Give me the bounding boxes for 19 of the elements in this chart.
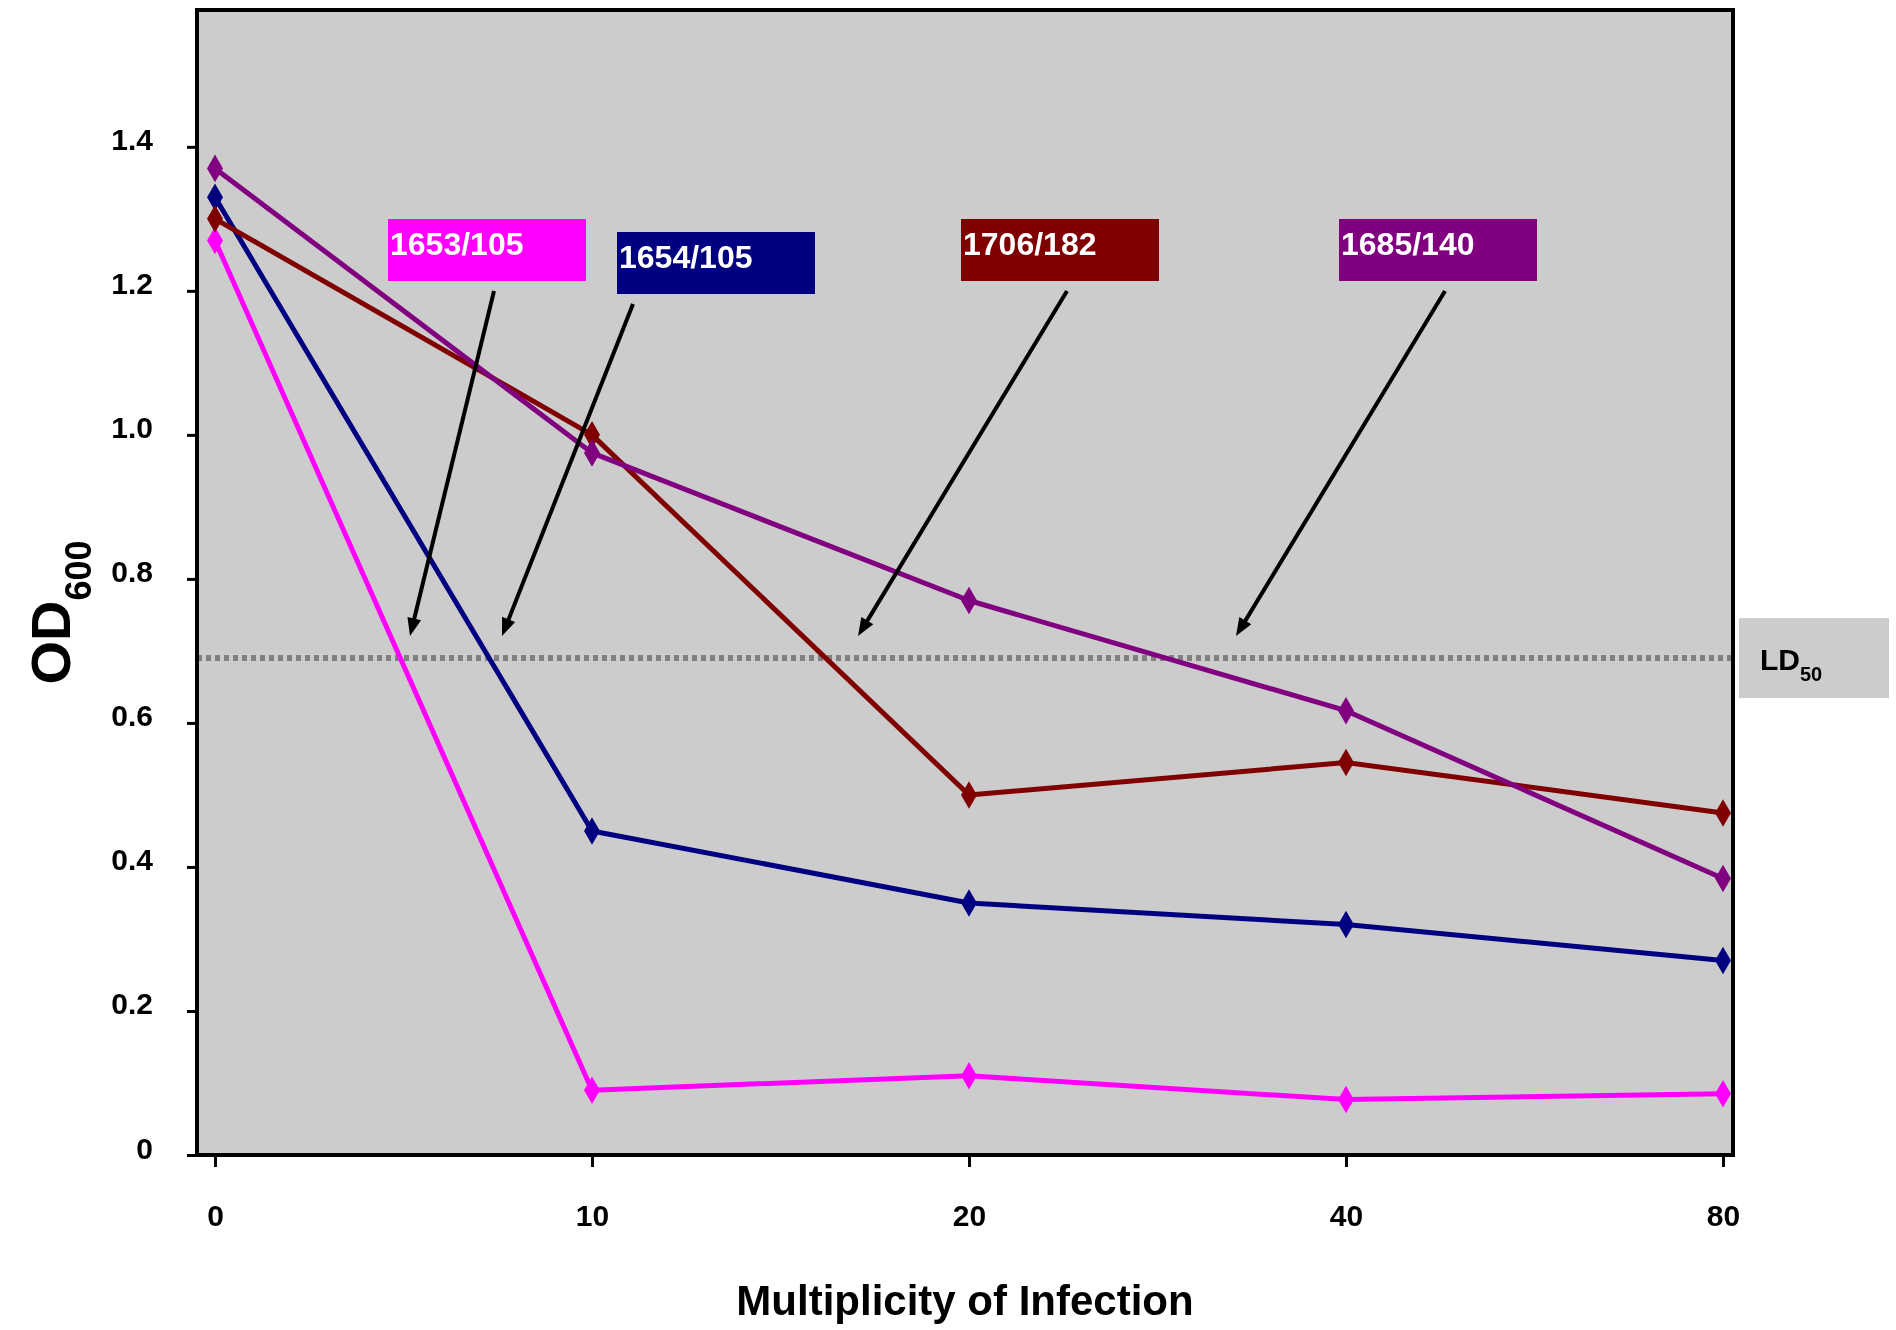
x-tick-label: 0 [207,1199,224,1233]
text: 1653/105 [390,226,524,262]
x-tick-label: 80 [1706,1199,1741,1233]
text: 1654/105 [619,239,753,275]
y-tick-label: 1.0 [111,411,153,445]
x-tick-label: 10 [575,1199,610,1233]
text: 1706/182 [963,226,1097,262]
y-tick-label: 1.2 [111,267,153,301]
x-axis-title: Multiplicity of Infection [736,1277,1194,1324]
y-tick-label: 0.8 [111,555,153,589]
y-tick-label: 0.4 [111,843,154,877]
y-tick-label: 0.6 [111,699,153,733]
y-tick-label: 0 [136,1131,153,1165]
x-tick-label: 20 [952,1199,987,1233]
y-tick-label: 0.2 [111,987,153,1021]
y-tick-label: 1.4 [111,123,154,157]
x-tick-label: 40 [1329,1199,1364,1233]
text: 1685/140 [1341,226,1475,262]
ref-line-label: LD$_{50}$ [1760,643,1823,686]
